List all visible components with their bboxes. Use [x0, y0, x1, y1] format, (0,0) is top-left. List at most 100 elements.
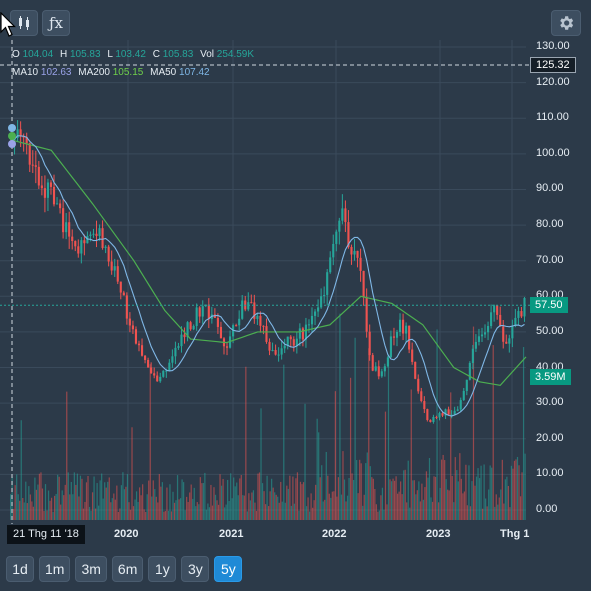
candle-body [168, 362, 171, 371]
volume-bar [416, 490, 418, 520]
volume-bar [192, 498, 194, 520]
volume-bar [173, 502, 176, 520]
ma10-marker [8, 140, 16, 148]
candle-body [350, 246, 353, 255]
range-button-5y[interactable]: 5y [214, 556, 243, 582]
volume-bar [422, 499, 425, 520]
candle-body [98, 228, 101, 236]
settings-button[interactable] [551, 10, 581, 36]
volume-bar [85, 482, 88, 520]
volume-bar [351, 473, 353, 520]
low-value: 103.42 [115, 49, 146, 60]
range-button-3y[interactable]: 3y [181, 556, 210, 582]
candle-body [40, 185, 43, 189]
candle-body [52, 186, 56, 205]
volume-bar [84, 501, 86, 520]
volume-bar [447, 489, 449, 520]
volume-bar [495, 494, 497, 520]
candle-body [450, 414, 453, 416]
candle-body [496, 305, 499, 315]
volume-bar [415, 494, 417, 520]
volume-bar [494, 506, 496, 520]
candle-body [31, 164, 34, 166]
volume-bar [135, 491, 138, 520]
volume-bar [50, 497, 53, 520]
volume-bar [404, 469, 406, 520]
volume-bar [94, 508, 97, 520]
x-tick-label: Thg 1 [500, 528, 530, 540]
volume-bar [28, 486, 30, 520]
candle-body [386, 357, 389, 367]
range-button-1d[interactable]: 1d [6, 556, 34, 582]
candle-body [159, 376, 162, 382]
candle-body [283, 345, 286, 349]
candle-body [192, 325, 195, 330]
volume-bar [468, 465, 470, 520]
candle-body [341, 208, 344, 221]
volume-bar [274, 492, 276, 520]
y-tick-label: 70.00 [536, 253, 564, 266]
volume-bar [427, 477, 429, 520]
volume-bar [439, 487, 441, 520]
ma50-label: MA50 [150, 67, 177, 78]
close-value: 105.83 [162, 49, 194, 60]
y-tick-label: 20.00 [536, 431, 564, 444]
volume-bar [142, 484, 144, 520]
candle-body [289, 336, 292, 340]
volume-bar [342, 451, 344, 520]
volume-bar [233, 477, 235, 520]
volume-bar [295, 478, 297, 520]
volume-bar [22, 497, 24, 520]
volume-bar [393, 480, 396, 520]
candle-body [380, 371, 383, 377]
volume-bar [444, 460, 446, 520]
candle-body [262, 325, 265, 327]
volume-bar [384, 411, 387, 520]
volume-bar [93, 476, 95, 520]
volume-bar [225, 504, 227, 520]
volume-bar [518, 465, 520, 520]
volume-bar [425, 471, 428, 520]
ohlc-legend: O 104.04 H 105.83 L 103.42 C 105.83 Vol … [12, 49, 258, 60]
last-volume-tag: 3.59M [530, 369, 571, 385]
range-button-3m[interactable]: 3m [75, 556, 107, 582]
volume-bar [210, 484, 212, 520]
candle-body [280, 348, 283, 355]
range-button-1y[interactable]: 1y [148, 556, 177, 582]
candle-body [338, 220, 341, 232]
range-button-6m[interactable]: 6m [111, 556, 144, 582]
volume-bar [119, 508, 121, 520]
candle-body [456, 409, 459, 411]
volume-bar [154, 489, 156, 520]
candle-body [256, 315, 259, 319]
volume-bar [64, 484, 66, 520]
volume-bar [123, 489, 126, 520]
volume-bar [390, 481, 393, 520]
volume-bar [305, 506, 308, 520]
volume-bar [204, 472, 206, 520]
chart-type-button[interactable] [10, 10, 38, 36]
volume-bar [207, 503, 209, 520]
candle-body [304, 324, 308, 340]
candle-body [277, 354, 280, 356]
volume-bar [409, 507, 411, 520]
volume-bar [266, 475, 268, 520]
volume-bar [137, 501, 139, 520]
volume-bar [354, 337, 356, 520]
candle-body [332, 243, 335, 258]
volume-bar [318, 432, 320, 520]
volume-bar [369, 466, 371, 520]
volume-bar [387, 354, 390, 520]
volume-bar [193, 487, 195, 520]
range-button-1m[interactable]: 1m [39, 556, 71, 582]
volume-bar [38, 473, 41, 520]
candle-body [313, 311, 317, 316]
volume-bar [307, 497, 309, 520]
y-tick-label: 80.00 [536, 218, 564, 231]
indicator-button[interactable]: ƒx [42, 10, 70, 36]
volume-bar [281, 501, 283, 520]
candle-body [259, 315, 262, 326]
volume-bar [436, 329, 438, 520]
volume-bar [352, 479, 355, 520]
